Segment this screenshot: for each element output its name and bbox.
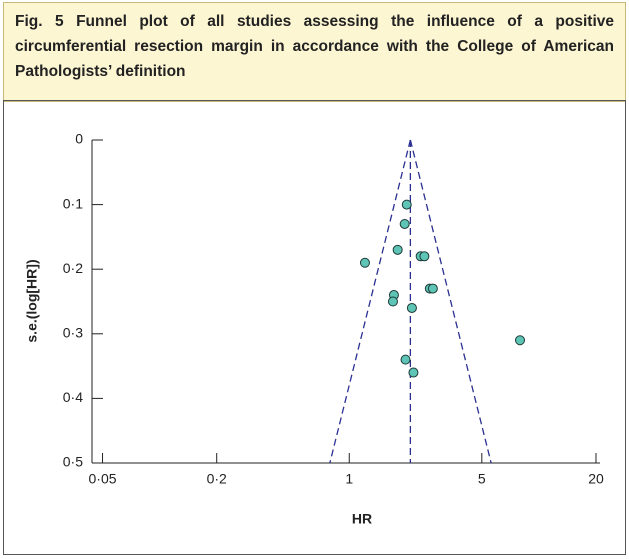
study-point — [399, 218, 410, 229]
study-point — [427, 283, 438, 294]
study-point — [400, 354, 411, 365]
x-tick-label: 0·2 — [207, 471, 227, 487]
study-point — [401, 199, 412, 210]
y-tick-label: 0·1 — [63, 195, 83, 211]
funnel-limit — [329, 139, 411, 464]
study-point — [408, 367, 419, 378]
study-point — [392, 244, 403, 255]
x-tick-label: 1 — [345, 471, 353, 487]
figure-caption: Fig. 5 Funnel plot of all studies assess… — [3, 2, 626, 102]
study-point — [406, 302, 417, 313]
x-axis-label: HR — [352, 511, 372, 527]
y-tick-label: 0·4 — [63, 389, 83, 405]
y-tick-label: 0·2 — [63, 260, 83, 276]
y-axis-label: s.e.(log[HR]) — [24, 259, 40, 342]
y-tick-label: 0·3 — [63, 325, 83, 341]
funnel-limit — [409, 139, 492, 464]
study-point — [387, 296, 398, 307]
study-point — [515, 335, 526, 346]
study-point — [419, 251, 430, 262]
study-point — [359, 257, 370, 268]
x-tick-label: 20 — [588, 471, 604, 487]
y-tick-label: 0 — [75, 131, 83, 147]
x-tick-label: 0·05 — [89, 471, 117, 487]
chart-frame — [3, 100, 626, 555]
x-tick-label: 5 — [478, 471, 486, 487]
y-tick-label: 0·5 — [63, 454, 83, 470]
